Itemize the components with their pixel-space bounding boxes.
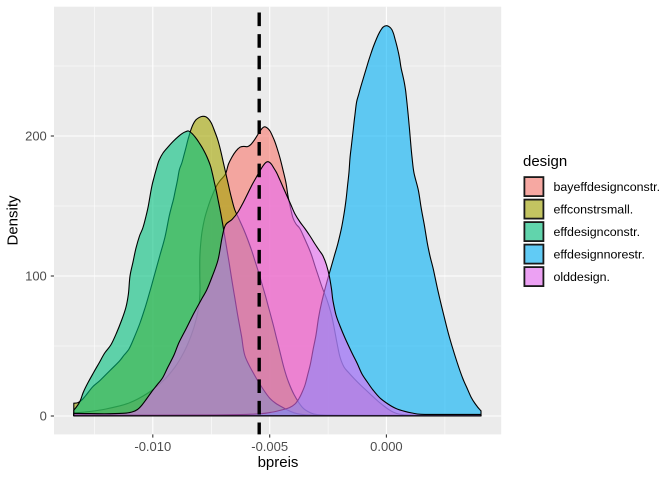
svg-text:-0.010: -0.010 (134, 439, 171, 454)
svg-text:olddesign.: olddesign. (554, 270, 611, 284)
svg-text:200: 200 (25, 129, 47, 144)
svg-text:design: design (523, 153, 567, 170)
svg-text:100: 100 (25, 269, 47, 284)
svg-text:Density: Density (5, 195, 22, 246)
svg-text:effdesignnorestr.: effdesignnorestr. (554, 247, 645, 261)
svg-text:bpreis: bpreis (258, 454, 299, 471)
svg-text:effconstrsmall.: effconstrsmall. (554, 202, 634, 216)
svg-text:-0.005: -0.005 (251, 439, 288, 454)
svg-text:bayeffdesignconstr.: bayeffdesignconstr. (554, 180, 661, 194)
svg-text:0: 0 (40, 409, 47, 424)
svg-text:effdesignconstr.: effdesignconstr. (554, 225, 641, 239)
svg-text:0.000: 0.000 (370, 439, 403, 454)
